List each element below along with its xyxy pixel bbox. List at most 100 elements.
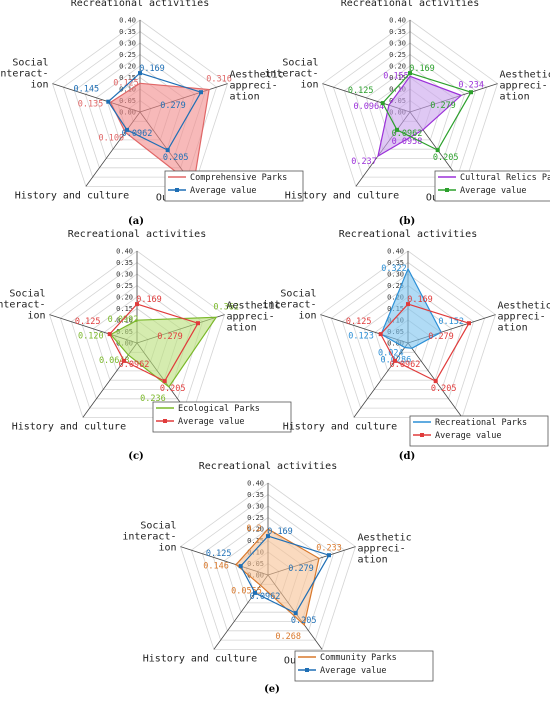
legend: Recreational Parks Average value: [409, 415, 549, 447]
data-label: 0.0643: [99, 356, 130, 366]
data-label: 0.169: [139, 64, 165, 74]
legend-item: Average value: [413, 431, 502, 441]
data-label: 0.155: [383, 71, 409, 81]
category-label: Aesthetic: [500, 70, 550, 81]
legend-item: Average value: [298, 666, 387, 676]
category-label: History and culture: [285, 190, 399, 201]
data-label: 0.145: [74, 85, 100, 95]
category-label: interact-: [122, 532, 176, 543]
legend-label: Cultural Relics Parks: [460, 173, 550, 183]
series-point-marker: [435, 148, 440, 153]
data-label: 0.237: [351, 157, 377, 167]
data-label: 0.268: [275, 632, 301, 642]
data-label: 0.109: [99, 133, 125, 143]
radial-tick-label: 0.25: [389, 51, 406, 59]
category-label: Recreational activities: [339, 229, 477, 240]
data-label: 0.279: [288, 564, 314, 574]
panel-label: (d): [399, 451, 415, 462]
grid-ring: [49, 250, 225, 418]
series-average-value: 0.169 0.279 0.205 0.0962 0.125: [206, 527, 331, 626]
category-label: Social: [282, 58, 318, 69]
category-label: Social: [9, 289, 45, 300]
series-point-marker: [106, 99, 111, 104]
data-label: 0.316: [206, 75, 232, 85]
legend-marker: [175, 188, 179, 192]
data-label: 0.169: [407, 295, 433, 305]
category-label: interact-: [0, 69, 49, 80]
legend: Ecological Parks Average value: [152, 401, 292, 433]
grid-ring: [332, 31, 488, 178]
category-label: Aesthetic: [227, 301, 281, 312]
radar-panel-3: 0.000.050.100.150.200.250.300.350.400.09…: [0, 229, 292, 462]
data-label: 0.362: [213, 302, 239, 312]
data-label: 0.169: [267, 527, 293, 537]
legend: Community Parks Average value: [294, 650, 434, 682]
series-area: [235, 528, 320, 627]
radial-tick-label: 0.35: [119, 28, 136, 36]
panel-label: (a): [128, 216, 144, 227]
radial-tick-label: 0.10: [116, 317, 133, 325]
category-label: ation: [230, 92, 260, 103]
radial-tick-label: 0.30: [247, 503, 264, 511]
data-label: 0.205: [160, 384, 186, 394]
radar-panel-4: 0.000.050.100.150.200.250.300.350.400.32…: [262, 229, 550, 462]
radial-tick-label: 0.35: [389, 28, 406, 36]
data-label: 0.205: [431, 384, 457, 394]
grid-ring: [62, 31, 218, 178]
data-label: 0.279: [430, 101, 456, 111]
category-label: ion: [298, 311, 316, 322]
data-label: 0.0555: [231, 586, 262, 596]
legend-item: Community Parks: [298, 653, 397, 663]
data-label: 0.0958: [392, 137, 423, 147]
series-point-marker: [138, 71, 142, 76]
grid-ring: [341, 273, 475, 400]
series-point-marker: [293, 611, 298, 616]
radial-tick-label: 0.20: [247, 526, 264, 534]
series-point-marker: [122, 358, 126, 363]
series-point-marker: [135, 302, 139, 307]
radial-tick-label: 0.30: [119, 40, 136, 48]
radial-tick-label: 0.40: [116, 248, 133, 256]
radial-tick-label: 0.25: [247, 514, 264, 522]
category-label: Aesthetic: [498, 301, 550, 312]
legend-label: Average value: [190, 186, 257, 196]
series-area: [109, 316, 218, 388]
data-label: 0.279: [157, 332, 183, 342]
series-park-type: 0.2 0.233 0.268 0.0555 0.146: [203, 524, 341, 642]
category-label: Recreational activities: [71, 0, 209, 9]
data-label: 0.125: [75, 317, 101, 327]
radar-grid: [320, 250, 496, 418]
radial-tick-label: 0.15: [247, 537, 264, 545]
category-label: ion: [30, 80, 48, 91]
axis-spoke: [213, 574, 269, 650]
legend-label: Community Parks: [320, 653, 397, 663]
data-label: 0.279: [428, 332, 454, 342]
category-label: Social: [280, 289, 316, 300]
radar-panel-5: 0.000.050.100.150.200.250.300.350.400.20…: [122, 461, 434, 695]
series-average-value: 0.169 0.279 0.205 0.0962 0.125: [348, 64, 473, 163]
legend-item: Average value: [168, 186, 257, 196]
legend-box: [152, 401, 292, 433]
grid-ring: [330, 262, 486, 409]
legend-box: [409, 415, 549, 447]
data-label: 0.169: [136, 295, 162, 305]
legend-item: Recreational Parks: [413, 418, 527, 428]
category-label: ion: [300, 80, 318, 91]
data-label: 0.125: [348, 86, 374, 96]
legend-label: Recreational Parks: [435, 418, 527, 428]
series-average-value: 0.169 0.279 0.205 0.0962 0.145: [74, 64, 203, 163]
series-point-marker: [378, 332, 383, 337]
series-point-marker: [107, 332, 112, 337]
category-label: Recreational activities: [341, 0, 479, 9]
grid-ring: [52, 19, 228, 187]
legend-item: Cultural Relics Parks: [438, 173, 550, 183]
legend: Cultural Relics Parks Average value: [434, 170, 550, 202]
data-label: 0.0964: [354, 102, 385, 112]
legend-item: Average value: [156, 417, 245, 427]
radial-tick-label: 0.20: [119, 63, 136, 71]
category-label: interact-: [264, 69, 318, 80]
panel-label: (c): [128, 451, 144, 462]
legend-item: Average value: [438, 186, 527, 196]
radial-tick-label: 0.10: [119, 86, 136, 94]
